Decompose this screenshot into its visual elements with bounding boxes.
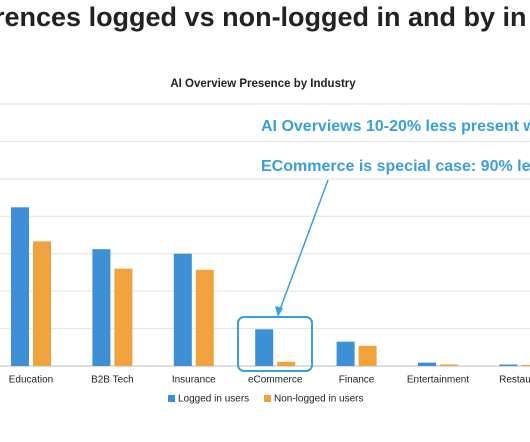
grid — [0, 103, 530, 367]
x-tick-label: Restaura — [499, 375, 530, 386]
bar — [336, 341, 355, 366]
bar — [92, 249, 111, 366]
bar — [255, 329, 274, 366]
bar — [499, 364, 518, 366]
bar — [440, 364, 458, 366]
arrow-head — [275, 306, 283, 317]
bar — [521, 364, 530, 366]
bar — [114, 268, 133, 366]
highlight-box — [237, 316, 313, 372]
annotation-arrow — [277, 179, 329, 316]
legend-label: Non-logged in users — [274, 394, 364, 405]
bar — [418, 362, 436, 366]
x-tick-label: Insurance — [172, 375, 216, 386]
bar — [195, 269, 214, 366]
bar — [173, 253, 192, 366]
chart-title: AI Overview Presence by Industry — [170, 78, 356, 90]
bar — [358, 345, 377, 366]
bars — [11, 207, 530, 366]
legend-label: Logged in users — [178, 394, 249, 405]
legend-swatch — [168, 395, 175, 402]
bar — [33, 241, 51, 366]
x-tick-label: Entertainment — [407, 375, 469, 386]
annotation: ECommerce is special case: 90% les — [261, 158, 530, 175]
slide-title: rences logged vs non-logged in and by in — [0, 2, 527, 32]
x-tick-label: B2B Tech — [91, 375, 134, 386]
x-tick-label: Education — [9, 375, 53, 386]
legend-swatch — [264, 395, 271, 402]
x-tick-label: Finance — [339, 375, 375, 386]
bar — [277, 361, 296, 366]
bar — [11, 207, 29, 366]
annotation: AI Overviews 10-20% less present w — [261, 118, 530, 135]
x-tick-label: eCommerce — [248, 375, 303, 386]
legend: Logged in users Non-logged in users — [168, 394, 364, 405]
